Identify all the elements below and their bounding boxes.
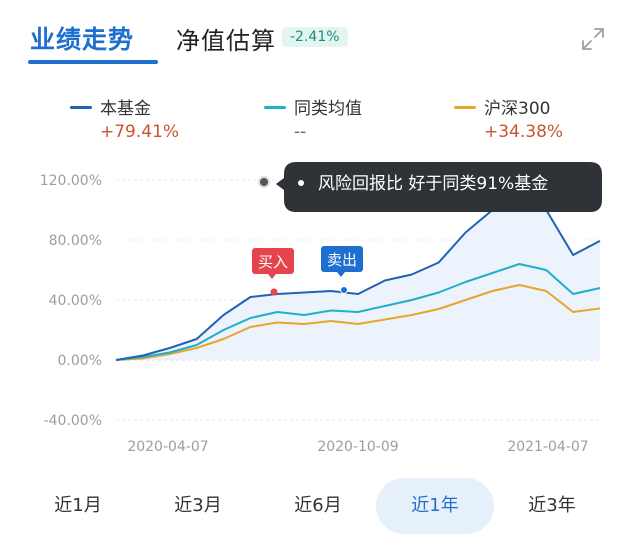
legend-value: +34.38%: [484, 122, 564, 142]
range-3m[interactable]: 近3月: [174, 495, 222, 516]
x-axis-labels: 2020-04-07 2020-10-09 2021-04-07: [127, 439, 588, 455]
sell-label: 卖出: [327, 251, 357, 269]
tooltip-bullet: [298, 180, 304, 186]
legend-value: +79.41%: [100, 122, 180, 142]
legend-swatch: [454, 106, 476, 109]
tab-performance[interactable]: 业绩走势: [30, 25, 135, 54]
legend: 本基金 +79.41% 同类均值 -- 沪深300 +34.38%: [0, 92, 640, 152]
performance-chart[interactable]: 120.00% 80.00% 40.00% 0.00% -40.00% 2020-04-…: [0, 160, 640, 470]
fund-area: [116, 195, 600, 360]
tab-bar: 业绩走势 净值估算 -2.41%: [0, 0, 640, 72]
x-tick-label: 2020-04-07: [127, 439, 208, 455]
buy-marker[interactable]: 买入: [252, 248, 294, 296]
y-tick-label: 120.00%: [40, 173, 102, 189]
legend-name: 沪深300: [484, 99, 551, 119]
legend-name: 同类均值: [294, 99, 362, 119]
range-6m[interactable]: 近6月: [294, 495, 342, 516]
y-tick-label: 80.00%: [49, 233, 102, 249]
nav-change-badge: -2.41%: [282, 27, 348, 47]
legend-value: --: [294, 122, 307, 142]
series-line: [115, 263, 601, 361]
range-selector: 近1月 近3月 近6月 近1年 近3年: [0, 478, 640, 538]
fund-area-fill: [116, 195, 600, 360]
x-tick-label: 2021-04-07: [507, 439, 588, 455]
tab-active-underline: [28, 60, 158, 64]
tooltip: 风险回报比 好于同类91%基金: [258, 162, 602, 212]
range-1m[interactable]: 近1月: [54, 495, 102, 516]
expand-icon[interactable]: [580, 26, 606, 52]
buy-point: [270, 288, 278, 296]
y-tick-label: 40.00%: [49, 293, 102, 309]
tooltip-text: 风险回报比 好于同类91%基金: [318, 174, 548, 194]
legend-swatch: [70, 106, 92, 109]
y-axis-labels: 120.00% 80.00% 40.00% 0.00% -40.00%: [40, 173, 102, 429]
range-3y[interactable]: 近3年: [528, 495, 576, 516]
tab-nav-estimate[interactable]: 净值估算: [176, 27, 276, 55]
tooltip-anchor-dot: [258, 176, 270, 188]
sell-marker[interactable]: 卖出: [321, 246, 363, 294]
x-tick-label: 2020-10-09: [317, 439, 398, 455]
legend-swatch: [264, 106, 286, 109]
y-tick-label: 0.00%: [58, 353, 102, 369]
y-tick-label: -40.00%: [44, 413, 102, 429]
sell-point: [340, 286, 348, 294]
buy-label: 买入: [258, 253, 288, 271]
legend-name: 本基金: [100, 99, 151, 119]
series-line: [115, 284, 601, 361]
range-1y[interactable]: 近1年: [376, 478, 494, 534]
